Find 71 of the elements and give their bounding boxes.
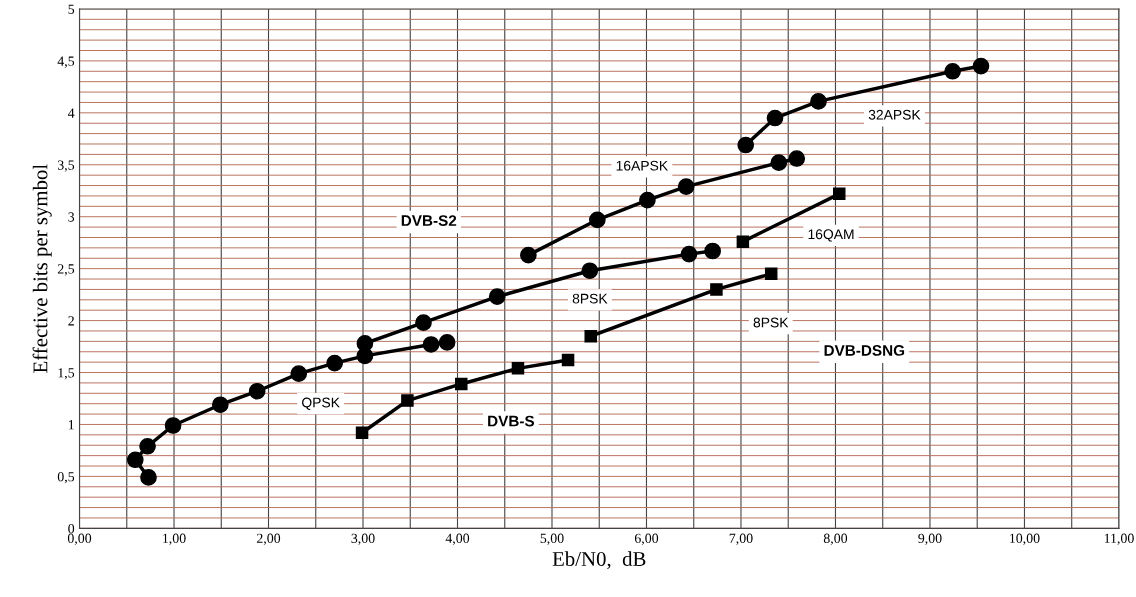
y-tick-label: 0: [68, 523, 75, 534]
x-tick-label: 1,00: [163, 533, 186, 545]
point: [710, 283, 723, 296]
x-tick-label: 2,00: [256, 533, 281, 545]
point: [488, 288, 506, 306]
annotation: DVB-DSNG: [824, 345, 905, 356]
series-label: 16APSK: [616, 160, 668, 171]
x-tick-label: 4,00: [445, 533, 470, 545]
point: [401, 394, 414, 407]
point: [422, 336, 440, 353]
text: 8PSK: [753, 317, 789, 328]
point: [944, 62, 961, 80]
point: [140, 469, 157, 486]
y-tick-label: 1: [68, 420, 74, 430]
point: [164, 417, 182, 434]
point: [589, 211, 606, 229]
point: [139, 437, 156, 455]
y-tick-label: 0,5: [57, 471, 75, 484]
point: [356, 335, 374, 352]
y-tick-label: 3,5: [57, 160, 75, 172]
y-tick-label: 5: [68, 4, 75, 14]
point: [766, 109, 784, 127]
point: [736, 235, 750, 248]
point: [581, 262, 599, 280]
point: [438, 334, 456, 351]
point: [126, 451, 144, 469]
y-tick-label: 4,5: [57, 56, 75, 68]
point: [737, 136, 755, 154]
point: [764, 267, 778, 281]
point: [455, 377, 468, 391]
x-tick-label: 8,00: [823, 533, 848, 545]
annotation: DVB-S: [488, 415, 535, 427]
point: [326, 354, 343, 372]
point: [639, 191, 656, 209]
y-tick-label: 2,5: [57, 264, 75, 276]
y-tick-label: 3: [68, 212, 75, 222]
y-axis-title: Effective bits per symbol: [32, 164, 52, 373]
point: [520, 246, 537, 264]
point: [355, 426, 369, 440]
series-label: 8PSK: [572, 293, 608, 304]
point: [680, 245, 698, 263]
x-tick-label: 6,00: [634, 533, 659, 545]
point: [561, 353, 575, 367]
annotation: DVB-S2: [401, 215, 457, 227]
point: [248, 382, 266, 400]
x-tick-label: 0,00: [67, 533, 92, 545]
point: [290, 365, 308, 382]
series-label: 32APSK: [868, 109, 921, 120]
x-tick-label: 9,00: [918, 533, 942, 545]
point: [788, 150, 806, 167]
series-label: 16QAM: [808, 229, 854, 242]
point: [511, 362, 525, 375]
point: [810, 93, 827, 110]
y-tick-label: 4: [67, 108, 75, 118]
x-axis-title: Eb/N0, dB: [552, 551, 646, 570]
point: [833, 187, 846, 201]
x-tick-label: 5,00: [540, 533, 564, 545]
x-tick-label: 3,00: [351, 533, 375, 545]
point: [770, 154, 788, 172]
x-tick-label: 7,00: [729, 533, 753, 545]
point: [415, 314, 432, 332]
x-tick-label: 11,00: [1104, 533, 1134, 545]
point: [972, 57, 990, 75]
point: [704, 242, 721, 260]
point: [211, 396, 229, 414]
y-tick-label: 1,5: [58, 368, 75, 380]
y-tick-label: 2: [68, 316, 74, 326]
series-label: QPSK: [302, 397, 340, 410]
point: [677, 178, 695, 195]
point: [584, 329, 597, 343]
x-tick-label: 10,00: [1010, 533, 1040, 545]
